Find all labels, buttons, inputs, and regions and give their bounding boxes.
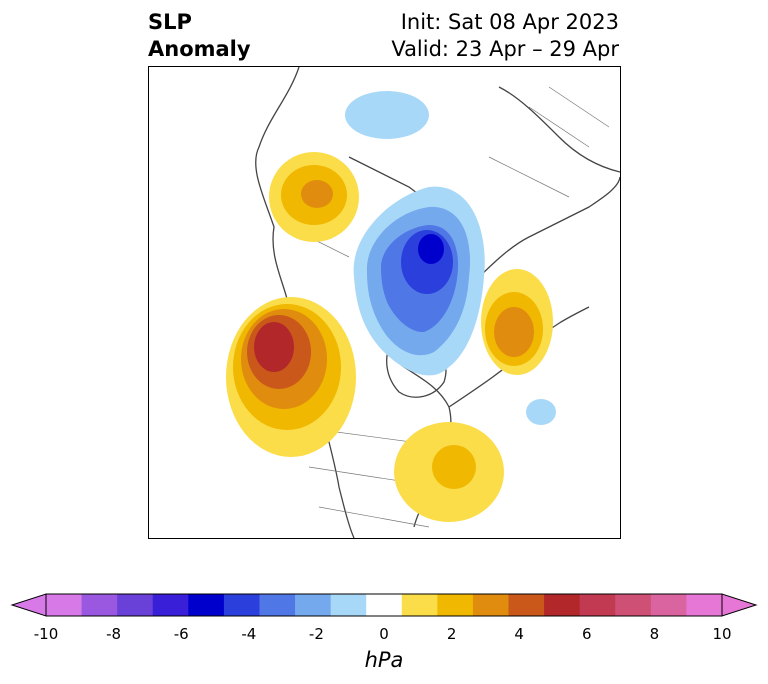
colorbar-tick-label: 4 <box>514 625 524 643</box>
siberia-coast-line <box>498 86 620 173</box>
colorbar-swatch <box>188 594 225 616</box>
colorbar-tick-label: -2 <box>308 625 324 643</box>
positive-anomaly-scandinavia <box>481 269 553 375</box>
colorbar-swatch <box>366 594 403 616</box>
negative-anomaly-arctic <box>353 186 485 376</box>
colorbar-swatch <box>117 594 154 616</box>
eurasia-borders <box>488 86 610 198</box>
colorbar-swatch <box>46 594 83 616</box>
colorbar-swatch <box>508 594 545 616</box>
colorbar-swatch <box>472 594 510 616</box>
title-line-2: Anomaly <box>148 37 251 61</box>
colorbar-swatch <box>544 594 581 616</box>
colorbar-swatch <box>686 594 723 616</box>
map-panel <box>148 66 621 539</box>
colorbar-tick-label: 6 <box>582 625 592 643</box>
colorbar-extend-low <box>10 593 47 617</box>
negative-anomaly-north-atlantic <box>526 399 556 425</box>
colorbar-tick-label: -4 <box>241 625 257 643</box>
colorbar-border <box>45 593 723 617</box>
colorbar-tick-label: 8 <box>649 625 660 643</box>
colorbar-swatch <box>437 594 474 616</box>
colorbar-swatch <box>401 594 438 616</box>
anomaly-fields <box>226 91 556 522</box>
colorbar-swatch <box>330 594 367 616</box>
title-line-1: SLP <box>148 10 192 34</box>
colorbar-tick-label: -8 <box>106 625 122 643</box>
colorbar-swatch <box>223 594 260 616</box>
colorbar-tick-label: 2 <box>446 625 457 643</box>
positive-anomaly-western-atlantic <box>394 422 504 522</box>
positive-anomaly-nw-siberia <box>269 152 359 242</box>
colorbar-swatch <box>259 594 296 616</box>
colorbar-swatch <box>650 594 687 616</box>
colorbar-swatch <box>295 594 332 616</box>
forecast-dates: Init: Sat 08 Apr 2023 Valid: 23 Apr – 29… <box>391 9 619 63</box>
colorbar <box>10 590 758 620</box>
anomaly-map <box>226 67 620 538</box>
colorbar-swatches <box>10 593 758 617</box>
colorbar-extend-high <box>721 593 758 617</box>
valid-range: Valid: 23 Apr – 29 Apr <box>391 37 619 61</box>
colorbar-swatch <box>615 594 652 616</box>
negative-anomaly-central-siberia <box>345 91 429 139</box>
colorbar-tick-label: 10 <box>712 625 732 643</box>
arctic-coast-line <box>468 176 620 288</box>
colorbar-swatch <box>579 594 616 616</box>
chart-title: SLP Anomaly <box>148 9 251 63</box>
colorbar-swatch <box>152 594 189 616</box>
colorbar-units-label: hPa <box>364 648 404 672</box>
colorbar-swatch <box>81 594 118 616</box>
init-date: Init: Sat 08 Apr 2023 <box>400 10 619 34</box>
colorbar-tick-label: -6 <box>173 625 189 643</box>
colorbar-tick-label: 0 <box>379 625 389 643</box>
positive-anomaly-north-pacific <box>226 297 356 457</box>
colorbar-tick-label: -10 <box>33 625 59 643</box>
